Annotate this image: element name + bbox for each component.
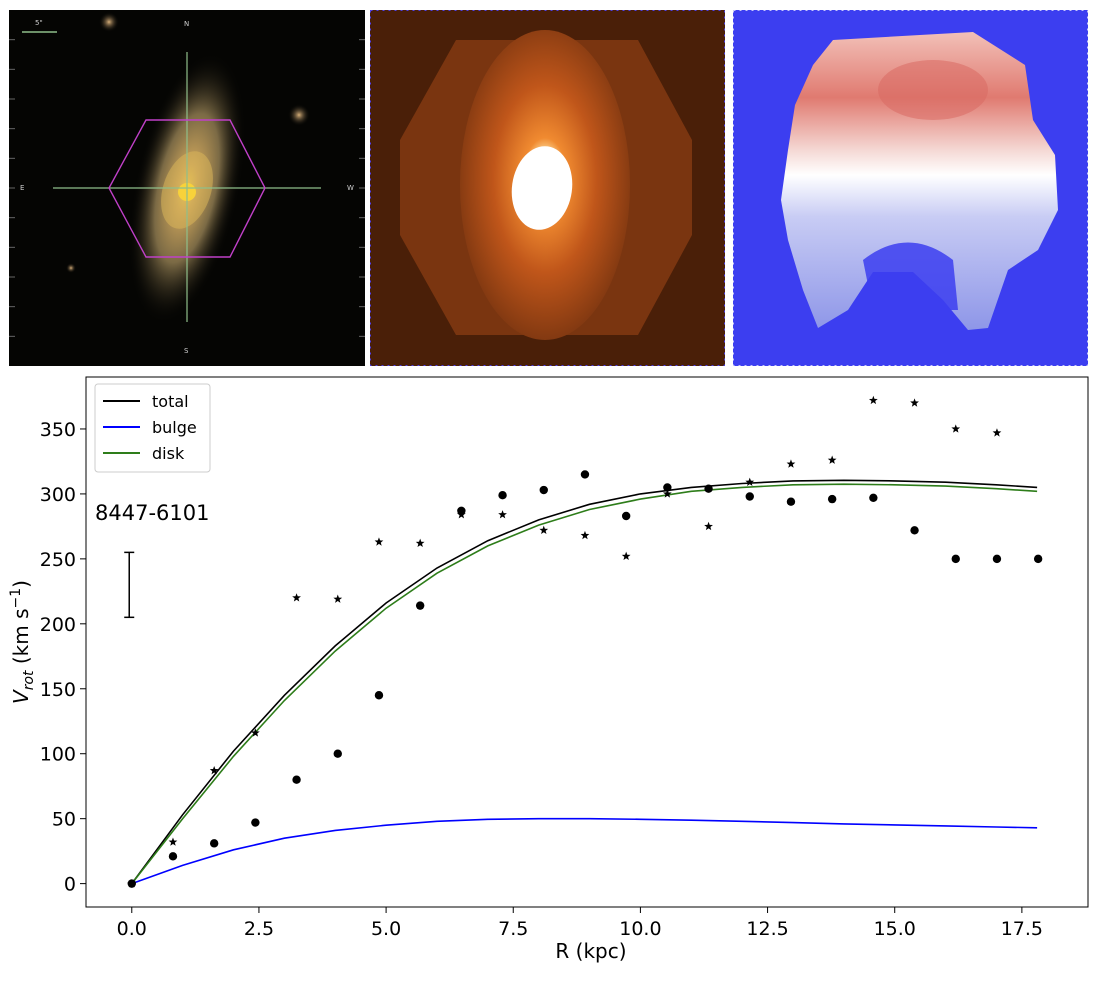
star-point — [910, 398, 919, 407]
circle-point — [704, 484, 713, 493]
x-tick-label: 15.0 — [874, 918, 916, 940]
x-tick-label: 0.0 — [117, 918, 147, 940]
curve-total — [131, 479, 1038, 885]
y-tick-label: 200 — [40, 614, 76, 636]
circle-point — [333, 749, 342, 758]
circle-point — [209, 839, 219, 848]
optical-image-panel: 5" N S E W — [9, 10, 365, 366]
circle-point — [745, 492, 754, 501]
circle-point — [827, 494, 837, 504]
circle-point — [374, 691, 384, 700]
star-point — [498, 510, 507, 519]
model-curves — [131, 479, 1038, 885]
x-tick-label: 5.0 — [371, 918, 401, 940]
circle-point — [869, 493, 878, 503]
star-point — [827, 455, 837, 464]
star-point — [415, 538, 425, 547]
star-point — [992, 428, 1002, 437]
y-tick-label: 50 — [52, 809, 76, 831]
star-point — [127, 879, 137, 888]
y-tick-label: 150 — [40, 679, 76, 701]
circle-point — [251, 818, 260, 827]
star-point — [209, 766, 219, 775]
circle-point — [498, 491, 507, 500]
circle-point — [539, 485, 548, 495]
star-point — [456, 510, 466, 519]
star-point — [868, 395, 878, 405]
circle-point — [663, 483, 672, 492]
curve-bulge — [131, 817, 1038, 885]
compass-west: W — [347, 184, 354, 192]
circle-point — [992, 554, 1002, 564]
star-point — [251, 728, 260, 737]
circle-point — [910, 526, 919, 535]
circle-point — [415, 601, 425, 610]
legend-label-disk: disk — [152, 444, 185, 463]
legend-box — [94, 383, 211, 473]
compass-east: E — [20, 184, 24, 192]
star-point — [292, 593, 301, 602]
circle-point — [951, 554, 960, 564]
circle-point — [621, 511, 631, 521]
y-axis-title: Vrot (km s−1) — [8, 580, 37, 704]
optical-galaxy-image: 5" N S E W — [9, 10, 365, 366]
star-point — [168, 837, 178, 846]
x-tick-label: 7.5 — [498, 918, 528, 940]
star-point — [539, 525, 549, 535]
legend-label-total: total — [152, 392, 189, 411]
star-point — [580, 530, 590, 540]
flux-map-image — [370, 10, 725, 366]
x-tick-label: 12.5 — [746, 918, 788, 940]
x-tick-label: 10.0 — [619, 918, 661, 940]
compass-south: S — [184, 347, 189, 355]
y-tick-label: 0 — [64, 874, 76, 896]
star-point — [745, 477, 755, 486]
flux-map-panel — [370, 10, 725, 366]
circle-point — [580, 470, 590, 479]
y-tick-label: 100 — [40, 744, 76, 766]
error-bar — [124, 551, 135, 619]
star-point — [662, 489, 672, 498]
circle-point — [292, 775, 301, 784]
y-tick-label: 350 — [40, 419, 76, 441]
circle-point — [786, 497, 796, 506]
x-axis-title: R (kpc) — [555, 939, 626, 963]
star-point — [951, 424, 961, 433]
star-point — [621, 551, 631, 560]
plot-frame — [85, 376, 1089, 908]
velocity-map-panel — [733, 10, 1088, 366]
compass-north: N — [184, 20, 189, 28]
ifu-hexagon — [108, 119, 266, 258]
x-tick-label: 17.5 — [1001, 918, 1043, 940]
galaxy-id-label: 8447-6101 — [95, 501, 209, 525]
circle-point — [1033, 554, 1043, 564]
scale-label: 5" — [35, 19, 43, 27]
legend: total bulge disk — [94, 383, 211, 473]
y-tick-label: 300 — [40, 484, 76, 506]
velocity-field — [781, 32, 1058, 330]
rotation-curve-chart: 0.0 2.5 5.0 7.5 10.0 12.5 15.0 17.5 0 50 100 150 200… — [8, 376, 1089, 963]
data-points — [127, 395, 1043, 888]
legend-label-bulge: bulge — [152, 418, 197, 437]
flux-core — [511, 146, 573, 230]
star-point — [374, 537, 384, 546]
circle-point — [168, 852, 178, 861]
x-tick-label: 2.5 — [244, 918, 274, 940]
axis-ticks: 0.0 2.5 5.0 7.5 10.0 12.5 15.0 17.5 0 50 100 150 200… — [40, 419, 1043, 940]
velocity-map-image — [733, 10, 1088, 366]
y-tick-label: 250 — [40, 549, 76, 571]
star-point — [704, 521, 713, 531]
curve-disk — [131, 483, 1038, 885]
star-point — [333, 594, 343, 603]
star-point — [786, 459, 796, 468]
